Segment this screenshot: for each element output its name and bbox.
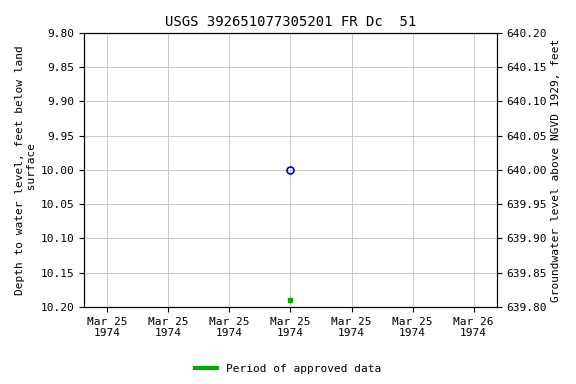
Title: USGS 392651077305201 FR Dc  51: USGS 392651077305201 FR Dc 51 [165, 15, 416, 29]
Y-axis label: Depth to water level, feet below land
 surface: Depth to water level, feet below land su… [15, 45, 37, 295]
Y-axis label: Groundwater level above NGVD 1929, feet: Groundwater level above NGVD 1929, feet [551, 38, 561, 301]
Legend: Period of approved data: Period of approved data [191, 359, 385, 379]
